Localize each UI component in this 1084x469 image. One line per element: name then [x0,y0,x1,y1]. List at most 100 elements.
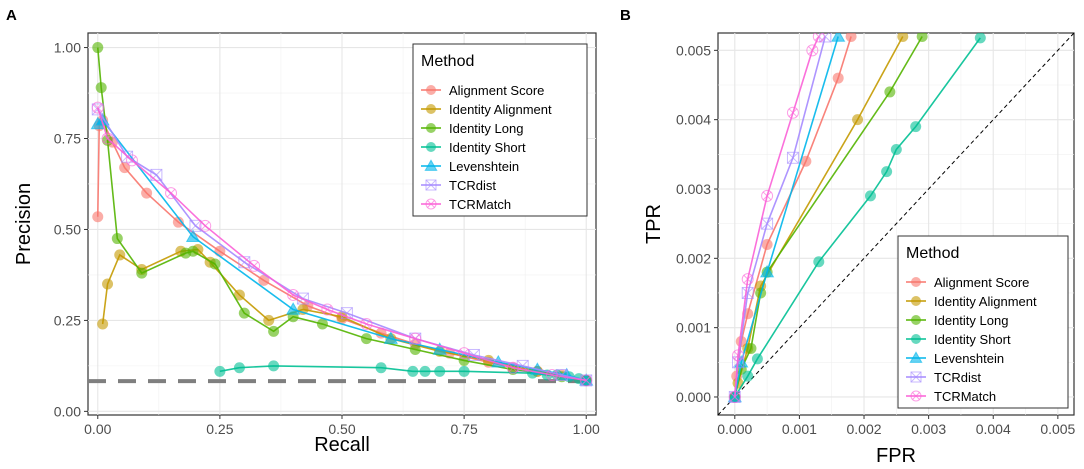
panel-a-x-tick-label: 0.00 [84,421,111,437]
panel-a-legend-item-identity-long: Identity Long [421,121,523,136]
panel-b-x-axis-title: FPR [876,445,916,467]
panel-b-point-identity-long [916,33,928,42]
panel-b-point-alignment-score [800,155,812,167]
panel-a-point-identity-long [92,42,104,54]
panel-a: 0.00 0.25 0.50 0.75 1.00 0.00 0.25 0.50 0.75 1.00… [13,32,600,456]
panel-a-point-tcrmatch [409,332,422,345]
panel-a-legend-item-alignment-score: Alignment Score [421,83,544,98]
panel-b-point-alignment-score [761,238,773,250]
panel-a-point-identity-short [214,365,226,377]
panel-a-point-identity-alignment [102,278,114,290]
panel-b-legend: Method Alignment Score Identity Alignment… [897,235,1069,409]
panel-a-point-tcrmatch [360,318,373,331]
panel-a-legend-label: Identity Long [449,121,523,136]
panel-b-point-identity-short [910,121,922,133]
panel-a-x-tick-label: 0.50 [328,421,355,437]
panel-b-ticks: 0.000 0.001 0.002 0.003 0.004 0.005 0.000 0.001… [676,42,1076,437]
panel-a-point-tcrmatch [125,154,138,167]
panel-a-legend-key-marker [426,123,436,133]
panel-a-x-tick-label: 1.00 [573,421,600,437]
panel-b-legend-key-marker [911,315,921,325]
panel-a-x-tick-label: 0.75 [450,421,477,437]
panel-a-y-axis-title: Precision [13,183,35,265]
panel-b-legend-item-identity-alignment: Identity Alignment [906,294,1037,309]
panel-a-point-alignment-score [92,211,104,223]
panel-a-point-tcrdist [340,307,353,320]
panel-a-legend-key-marker [426,85,436,95]
panel-a-legend-item-tcrdist: TCRdist [421,178,496,193]
panel-b-line-levenshtein [734,36,839,398]
panel-a-point-tcrmatch [580,374,593,387]
panel-a-legend-label: TCRdist [449,178,496,193]
panel-a-point-identity-short [458,365,470,377]
panel-b-y-tick-label: 0.001 [676,320,711,336]
panel-a-point-identity-short [434,365,446,377]
panel-b-point-tcrdist [741,286,754,299]
panel-a-point-levenshtein [383,331,399,344]
panel-b-x-tick-label: 0.005 [1040,421,1075,437]
panel-b-point-alignment-score [832,72,844,84]
panel-b-y-tick-label: 0.003 [676,181,711,197]
panel-b-legend-label: Identity Alignment [934,294,1037,309]
panel-b-point-tcrmatch [806,44,819,57]
panel-a-legend-key-marker [425,179,437,191]
panel-a-point-tcrmatch [248,259,261,272]
panel-b-point-tcrmatch [786,106,799,119]
panel-b-letter: B [620,7,631,24]
panel-a-point-identity-alignment [263,314,275,326]
panel-b-point-tcrmatch [812,33,825,43]
panel-b-legend-label: Levenshtein [934,351,1004,366]
panel-b-series-clipped [727,33,986,403]
panel-a-series-clipped [90,42,594,387]
panel-a-point-identity-long [238,307,250,319]
panel-a-point-tcrmatch [321,303,334,316]
panel-a-letter: A [6,7,17,24]
panel-a-point-tcrmatch [287,288,300,301]
panel-a-x-axis-title: Recall [314,434,370,456]
panel-a-point-levenshtein [185,229,201,242]
panel-a-point-identity-short [268,360,280,372]
panel-b-legend-key-marker [911,296,921,306]
panel-a-point-identity-long [209,258,221,270]
panel-b-legend-label: Identity Long [934,313,1008,328]
panel-a-point-alignment-score [172,216,184,228]
panel-a-legend-item-identity-alignment: Identity Alignment [421,102,552,117]
panel-a-point-alignment-score [141,187,153,199]
panel-a-point-tcrmatch [101,132,114,145]
panel-b-legend-key-marker [911,334,921,344]
panel-a-series-tcrmatch [91,101,593,387]
panel-b-point-tcrdist [819,33,832,43]
panel-b-legend-item-levenshtein: Levenshtein [906,351,1004,366]
panel-a-legend-item-identity-short: Identity Short [421,140,526,155]
panel-b-x-tick-label: 0.004 [976,421,1011,437]
panel-b-series [727,33,986,403]
panel-b-point-tcrmatch [741,273,754,286]
panel-b-point-tcrmatch [732,349,745,362]
panel-b-legend-label: Identity Short [934,332,1011,347]
panel-a-point-levenshtein [432,342,447,355]
panel-a-point-identity-long [409,344,421,356]
panel-a-y-tick-label: 0.00 [54,403,81,419]
panel-a-point-identity-alignment [233,289,245,301]
panel-b-point-identity-long [884,86,896,98]
panel-b-y-tick-label: 0.002 [676,250,711,266]
panel-a-point-identity-long [268,325,280,337]
panel-b-y-axis-title: TPR [643,204,665,244]
panel-b-legend-label: TCRdist [934,370,981,385]
panel-a-legend: Method Alignment Score Identity Alignment… [412,43,588,217]
panel-b-point-identity-short [890,143,902,155]
panel-b-y-tick-label: 0.000 [676,389,711,405]
panel-a-series [90,42,594,387]
panel-a-legend-label: Identity Alignment [449,102,552,117]
panel-a-point-identity-alignment [114,249,126,261]
panel-a-point-identity-short [375,362,387,374]
panel-b-point-levenshtein [830,33,846,42]
panel-a-y-tick-label: 0.25 [54,312,81,328]
panel-a-point-identity-long [360,333,372,345]
panel-a-legend-item-tcrmatch: TCRMatch [421,197,511,212]
panel-b-y-tick-label: 0.004 [676,112,711,128]
panel-a-legend-label: Alignment Score [449,83,544,98]
panel-a-point-identity-short [419,365,431,377]
panel-a-point-tcrmatch [91,101,104,114]
